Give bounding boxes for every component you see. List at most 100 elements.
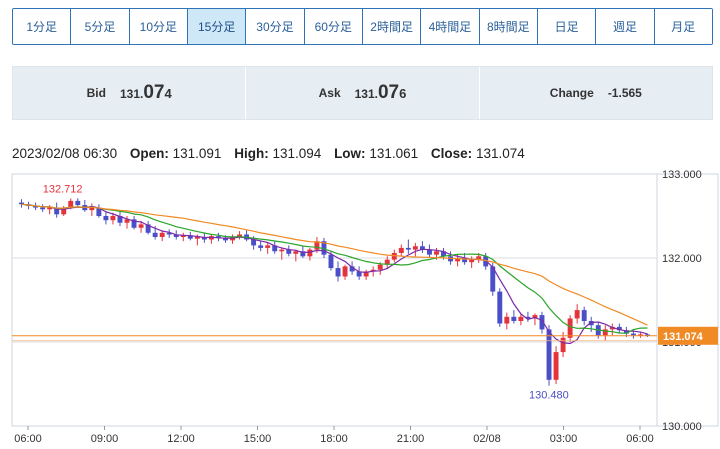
ohlc-high-label: High: bbox=[234, 146, 269, 161]
candle-body bbox=[61, 207, 67, 215]
candle-body bbox=[19, 202, 24, 205]
change-cell: Change -1.565 bbox=[480, 67, 712, 119]
candle-body bbox=[356, 271, 362, 277]
timeframe-tab[interactable]: 2時間足 bbox=[362, 9, 422, 44]
candle-body bbox=[476, 256, 482, 260]
timeframe-tab[interactable]: 1分足 bbox=[13, 9, 72, 44]
candle-body bbox=[201, 237, 207, 240]
candle-body bbox=[567, 318, 573, 338]
candle-body bbox=[223, 237, 228, 241]
timeframe-tab[interactable]: 30分足 bbox=[246, 9, 305, 44]
ohlc-low-label: Low: bbox=[334, 146, 366, 161]
candle-body bbox=[441, 251, 446, 257]
candle-body bbox=[384, 259, 390, 265]
candle-body bbox=[335, 268, 341, 277]
bid-value: 131.074 bbox=[119, 82, 172, 103]
timeframe-tab[interactable]: 5分足 bbox=[71, 9, 130, 44]
ask-value: 131.076 bbox=[354, 82, 407, 103]
candle-body bbox=[131, 219, 137, 228]
candle-body bbox=[574, 310, 580, 319]
timeframe-tabs: 1分足 5分足 10分足 15分足 30分足 60分足 2時間足 4時間足 8時間足 日足 週足 月足 bbox=[12, 8, 713, 45]
candle-body bbox=[462, 258, 468, 263]
candle-body bbox=[349, 266, 355, 272]
candle-body bbox=[307, 249, 313, 257]
candle-body bbox=[616, 326, 622, 331]
x-tick-label: 12:00 bbox=[167, 433, 195, 445]
timeframe-tab[interactable]: 15分足 bbox=[187, 9, 247, 44]
timeframe-tab[interactable]: 8時間足 bbox=[479, 9, 538, 44]
ask-label: Ask bbox=[318, 86, 341, 100]
candle-body bbox=[342, 266, 348, 277]
x-tick-label: 21:00 bbox=[397, 433, 425, 445]
candle-body bbox=[110, 216, 116, 221]
x-tick-label: 06:00 bbox=[14, 433, 42, 445]
candle-body bbox=[602, 329, 608, 336]
x-tick-label: 02/08 bbox=[473, 433, 501, 445]
x-tick-label: 09:00 bbox=[91, 433, 119, 445]
ohlc-open: 131.091 bbox=[172, 146, 222, 161]
high-annotation: 132.712 bbox=[43, 183, 83, 195]
candle-body bbox=[180, 235, 186, 237]
timeframe-tab[interactable]: 10分足 bbox=[129, 9, 188, 44]
change-value: -1.565 bbox=[607, 86, 642, 100]
candle-body bbox=[363, 271, 369, 277]
candle-body bbox=[187, 235, 193, 239]
candle-body bbox=[518, 316, 524, 321]
timeframe-tab[interactable]: 月足 bbox=[654, 9, 712, 44]
candle-body bbox=[630, 333, 636, 336]
candle-body bbox=[251, 239, 257, 246]
candle-body bbox=[145, 224, 151, 233]
candle-body bbox=[469, 259, 475, 263]
candle-body bbox=[504, 316, 510, 324]
change-label: Change bbox=[549, 86, 594, 100]
candle-body bbox=[159, 232, 165, 237]
candle-body bbox=[539, 315, 545, 330]
candle-body bbox=[405, 247, 411, 250]
timeframe-tab[interactable]: 4時間足 bbox=[421, 9, 480, 44]
quote-panel: Bid 131.074 Ask 131.076 Change -1.565 bbox=[12, 66, 713, 120]
ohlc-open-label: Open: bbox=[129, 146, 169, 161]
candle-body bbox=[237, 234, 243, 237]
x-tick-label: 03:00 bbox=[550, 433, 578, 445]
candle-body bbox=[215, 236, 221, 238]
y-tick-label: 130.000 bbox=[662, 421, 702, 433]
candle-body bbox=[483, 256, 489, 267]
candle-body bbox=[455, 258, 461, 262]
candle-body bbox=[89, 207, 95, 211]
candle-body bbox=[560, 337, 566, 353]
y-axis-area bbox=[656, 173, 719, 427]
candle-body bbox=[398, 247, 404, 253]
y-tick-label: 132.000 bbox=[662, 253, 702, 265]
candle-body bbox=[391, 252, 397, 260]
ma-mid-line bbox=[21, 203, 648, 334]
candlestick-chart[interactable]: 133.000132.000131.000130.000131.074132.7… bbox=[0, 166, 720, 449]
ohlc-datetime: 2023/02/08 06:30 bbox=[12, 146, 118, 161]
candle-body bbox=[96, 207, 102, 216]
timeframe-tab[interactable]: 60分足 bbox=[304, 9, 363, 44]
timeframe-tab[interactable]: 週足 bbox=[596, 9, 655, 44]
candle-body bbox=[525, 316, 531, 319]
candle-body bbox=[124, 219, 130, 223]
candle-body bbox=[258, 245, 264, 248]
candle-body bbox=[377, 264, 383, 270]
ma-long-line bbox=[21, 203, 648, 326]
timeframe-tab[interactable]: 日足 bbox=[537, 9, 597, 44]
candle-body bbox=[265, 245, 271, 248]
candle-body bbox=[412, 246, 418, 250]
candle-body bbox=[293, 251, 299, 254]
candle-body bbox=[426, 249, 432, 255]
candle-body bbox=[328, 254, 334, 269]
ohlc-close-label: Close: bbox=[430, 146, 473, 161]
candle-body bbox=[138, 224, 144, 228]
candle-body bbox=[47, 207, 53, 210]
candle-body bbox=[68, 200, 74, 208]
ask-cell: Ask 131.076 bbox=[246, 67, 480, 119]
candle-body bbox=[532, 315, 538, 319]
last-price-tag bbox=[658, 326, 718, 345]
candle-body bbox=[117, 216, 123, 223]
x-tick-label: 18:00 bbox=[320, 433, 348, 445]
candle-body bbox=[286, 249, 292, 254]
candle-body bbox=[194, 237, 200, 239]
candle-body bbox=[434, 251, 439, 255]
ohlc-low: 131.061 bbox=[369, 146, 419, 161]
